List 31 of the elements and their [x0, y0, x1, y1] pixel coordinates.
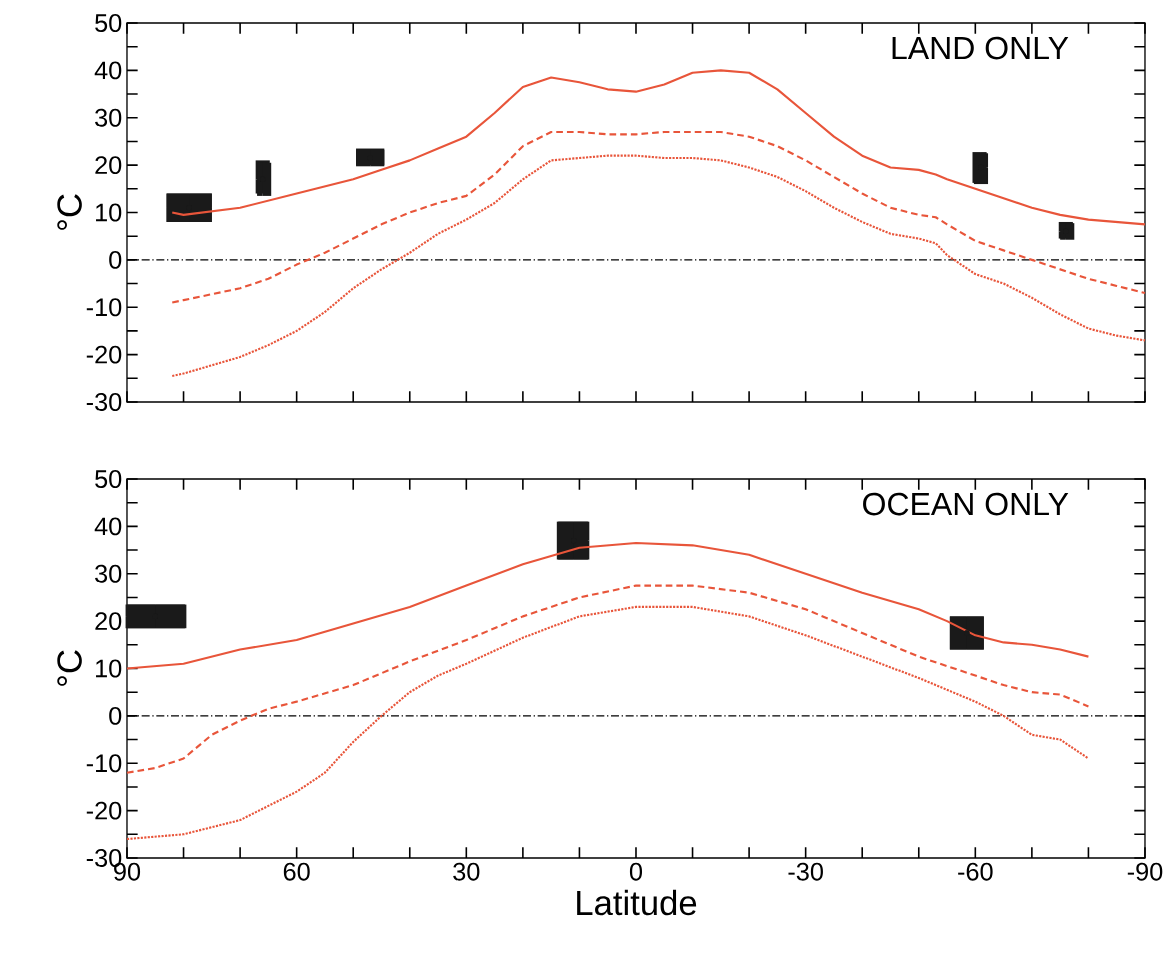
y-tick-label: -20	[86, 345, 122, 364]
line-series	[125, 541, 1090, 670]
x-tick-label: -90	[1127, 862, 1163, 881]
y-tick-label: 30	[95, 108, 122, 127]
y-tick-label: 0	[109, 706, 122, 725]
y-tick-label: 50	[95, 14, 122, 32]
y-axis-title: °C	[57, 194, 82, 230]
x-tick-label: 60	[283, 862, 310, 881]
line-series	[125, 605, 1090, 841]
y-axis-title: °C	[57, 650, 82, 686]
y-tick-label: 40	[94, 517, 122, 536]
y-tick-label: -20	[86, 801, 122, 820]
y-tick-label: 50	[95, 470, 122, 488]
x-tick-label: -30	[788, 862, 823, 881]
chart-title: OCEAN ONLY	[863, 492, 1069, 516]
x-axis-title: Latitude	[577, 889, 697, 916]
y-tick-label: 10	[96, 659, 122, 678]
y-tick-label: 20	[95, 156, 122, 175]
x-tick-label: -60	[958, 862, 993, 881]
y-tick-label: 30	[95, 564, 122, 583]
y-tick-label: 0	[109, 250, 122, 269]
chart-title: LAND ONLY	[892, 36, 1069, 60]
y-tick-label: 10	[96, 203, 122, 222]
y-tick-label: -10	[86, 754, 122, 773]
x-tick-label: 0	[629, 862, 643, 881]
y-tick-label: -30	[86, 393, 122, 411]
line-series	[125, 584, 1090, 774]
x-tick-label: 30	[453, 862, 480, 881]
y-tick-label: -10	[86, 298, 122, 317]
y-tick-label: 20	[95, 612, 122, 631]
y-tick-label: 40	[94, 61, 122, 80]
